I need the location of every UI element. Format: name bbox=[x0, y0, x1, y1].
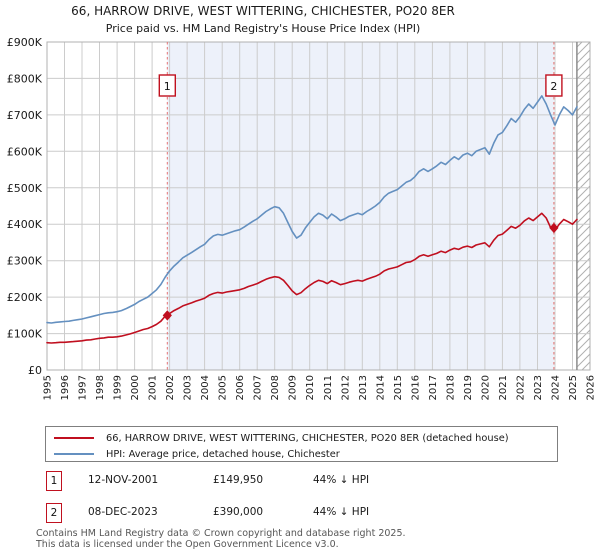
svg-text:1995: 1995 bbox=[43, 375, 54, 400]
svg-text:£200K: £200K bbox=[7, 291, 43, 304]
legend-label-hpi: HPI: Average price, detached house, Chic… bbox=[106, 448, 340, 460]
legend-label-property: 66, HARROW DRIVE, WEST WITTERING, CHICHE… bbox=[106, 432, 509, 444]
svg-text:2021: 2021 bbox=[498, 375, 509, 400]
footer-licence: This data is licensed under the Open Gov… bbox=[36, 539, 339, 550]
svg-text:1998: 1998 bbox=[95, 375, 106, 400]
svg-text:£0: £0 bbox=[28, 364, 42, 377]
transaction-price: £390,000 bbox=[213, 506, 264, 518]
transaction-price: £149,950 bbox=[213, 474, 264, 486]
svg-text:2002: 2002 bbox=[165, 375, 176, 400]
svg-text:2009: 2009 bbox=[288, 375, 299, 400]
svg-text:1996: 1996 bbox=[60, 375, 71, 400]
transaction-row-2: 2 08-DEC-2023 £390,000 44% ↓ HPI bbox=[46, 503, 566, 524]
svg-text:2024: 2024 bbox=[551, 375, 562, 400]
svg-text:2001: 2001 bbox=[148, 375, 159, 400]
svg-text:2022: 2022 bbox=[515, 375, 526, 400]
svg-text:2007: 2007 bbox=[253, 375, 264, 400]
svg-text:2005: 2005 bbox=[218, 375, 229, 400]
svg-text:2012: 2012 bbox=[340, 375, 351, 400]
svg-text:2010: 2010 bbox=[305, 375, 316, 400]
svg-text:2013: 2013 bbox=[358, 375, 369, 400]
svg-text:2003: 2003 bbox=[183, 375, 194, 400]
svg-text:£600K: £600K bbox=[7, 145, 43, 158]
svg-text:2004: 2004 bbox=[200, 375, 211, 400]
svg-text:2017: 2017 bbox=[428, 375, 439, 400]
svg-text:2025: 2025 bbox=[568, 375, 579, 400]
chart-legend: 66, HARROW DRIVE, WEST WITTERING, CHICHE… bbox=[45, 426, 558, 462]
svg-text:£100K: £100K bbox=[7, 328, 43, 341]
svg-text:1997: 1997 bbox=[78, 375, 89, 400]
svg-text:£900K: £900K bbox=[7, 36, 43, 49]
svg-text:1: 1 bbox=[164, 80, 171, 93]
svg-text:2020: 2020 bbox=[480, 375, 491, 400]
svg-text:2011: 2011 bbox=[323, 375, 334, 400]
svg-text:2016: 2016 bbox=[410, 375, 421, 400]
price-chart: 1 2 £0 £100K £200K £300K £400K £500K £600K £700K £… bbox=[7, 36, 597, 400]
svg-text:2: 2 bbox=[550, 80, 557, 93]
chart-title: 66, HARROW DRIVE, WEST WITTERING, CHICHE… bbox=[71, 4, 455, 18]
svg-text:2026: 2026 bbox=[586, 375, 597, 400]
transaction-row-1: 1 12-NOV-2001 £149,950 44% ↓ HPI bbox=[46, 471, 566, 492]
transaction-hpi-diff: 44% ↓ HPI bbox=[313, 506, 370, 518]
legend-row-property: 66, HARROW DRIVE, WEST WITTERING, CHICHE… bbox=[54, 430, 557, 446]
transaction-date: 08-DEC-2023 bbox=[88, 506, 158, 518]
footer-copyright: Contains HM Land Registry data © Crown c… bbox=[36, 528, 406, 539]
transaction-number-badge: 2 bbox=[46, 503, 62, 523]
svg-text:2015: 2015 bbox=[393, 375, 404, 400]
svg-text:£500K: £500K bbox=[7, 182, 43, 195]
transaction-hpi-diff: 44% ↓ HPI bbox=[313, 474, 370, 486]
svg-text:£400K: £400K bbox=[7, 218, 43, 231]
legend-row-hpi: HPI: Average price, detached house, Chic… bbox=[54, 446, 557, 462]
svg-text:2018: 2018 bbox=[445, 375, 456, 400]
svg-text:1999: 1999 bbox=[113, 375, 124, 400]
property-series-swatch bbox=[54, 437, 94, 439]
transaction-number-badge: 1 bbox=[46, 471, 62, 491]
svg-text:£300K: £300K bbox=[7, 255, 43, 268]
svg-text:2008: 2008 bbox=[270, 375, 281, 400]
svg-text:2023: 2023 bbox=[533, 375, 544, 400]
svg-text:2000: 2000 bbox=[130, 375, 141, 400]
transaction-date: 12-NOV-2001 bbox=[88, 474, 159, 486]
footer-attribution: Contains HM Land Registry data © Crown c… bbox=[36, 528, 406, 550]
chart-header: 66, HARROW DRIVE, WEST WITTERING, CHICHE… bbox=[0, 3, 526, 37]
svg-text:2019: 2019 bbox=[463, 375, 474, 400]
svg-text:2014: 2014 bbox=[375, 375, 386, 400]
svg-text:£800K: £800K bbox=[7, 72, 43, 85]
svg-text:£700K: £700K bbox=[7, 109, 43, 122]
hpi-series-swatch bbox=[54, 453, 94, 455]
chart-subtitle: Price paid vs. HM Land Registry's House … bbox=[105, 22, 421, 35]
svg-text:2006: 2006 bbox=[235, 375, 246, 400]
